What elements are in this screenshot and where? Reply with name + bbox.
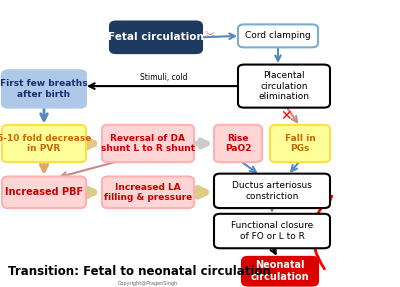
Text: First few breaths
after birth: First few breaths after birth: [0, 79, 88, 99]
FancyBboxPatch shape: [110, 22, 202, 53]
Text: ✂: ✂: [205, 29, 215, 42]
Text: 5-10 fold decrease
in PVR: 5-10 fold decrease in PVR: [0, 134, 91, 153]
FancyBboxPatch shape: [270, 125, 330, 162]
Text: Fetal circulation: Fetal circulation: [108, 32, 204, 42]
Text: Copyright@PragenSingh: Copyright@PragenSingh: [118, 281, 178, 286]
Text: Fall in
PGs: Fall in PGs: [285, 134, 315, 153]
FancyBboxPatch shape: [214, 174, 330, 208]
Text: Placental
circulation
elimination: Placental circulation elimination: [258, 71, 310, 101]
FancyBboxPatch shape: [238, 24, 318, 47]
FancyBboxPatch shape: [102, 177, 194, 208]
Text: Increased LA
filling & pressure: Increased LA filling & pressure: [104, 183, 192, 202]
FancyBboxPatch shape: [2, 177, 86, 208]
FancyBboxPatch shape: [102, 125, 194, 162]
Text: Increased PBF: Increased PBF: [5, 187, 83, 197]
FancyBboxPatch shape: [214, 125, 262, 162]
Text: Stimuli, cold: Stimuli, cold: [140, 73, 188, 82]
Text: Functional closure
of FO or L to R: Functional closure of FO or L to R: [231, 221, 313, 241]
FancyBboxPatch shape: [242, 257, 318, 286]
Text: Reversal of DA
shunt L to R shunt: Reversal of DA shunt L to R shunt: [101, 134, 195, 153]
Text: Cord clamping: Cord clamping: [245, 31, 311, 40]
FancyBboxPatch shape: [2, 125, 86, 162]
Text: ✕: ✕: [280, 109, 292, 123]
Text: Transition: Fetal to neonatal circulation: Transition: Fetal to neonatal circulatio…: [8, 265, 271, 278]
FancyBboxPatch shape: [214, 214, 330, 248]
Text: Ductus arteriosus
constriction: Ductus arteriosus constriction: [232, 181, 312, 201]
FancyBboxPatch shape: [2, 70, 86, 108]
Text: Rise
PaO2: Rise PaO2: [225, 134, 251, 153]
Text: Neonatal
circulation: Neonatal circulation: [251, 260, 309, 282]
FancyBboxPatch shape: [238, 65, 330, 108]
